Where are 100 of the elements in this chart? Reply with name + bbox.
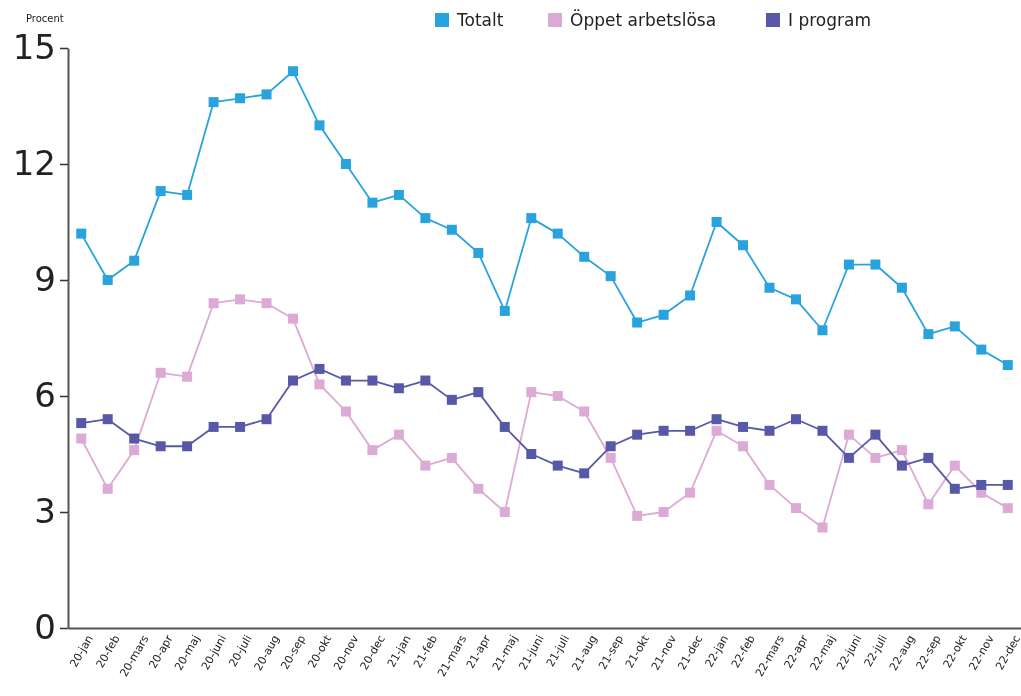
y-tick-label: 12 (12, 143, 56, 184)
point (526, 213, 537, 224)
point (605, 441, 616, 452)
point (923, 329, 934, 340)
point (738, 421, 749, 432)
point (843, 259, 854, 270)
point (923, 499, 934, 510)
point (605, 271, 616, 282)
point (658, 507, 669, 517)
legend-label: Öppet arbetslösa (570, 8, 717, 30)
point (923, 452, 934, 463)
point (420, 375, 431, 386)
point (473, 247, 484, 258)
point (473, 387, 484, 398)
point (949, 483, 960, 494)
point (129, 445, 140, 456)
point (817, 425, 828, 436)
point (473, 483, 484, 494)
point (1002, 479, 1013, 490)
point (182, 441, 193, 452)
point (764, 479, 775, 490)
point (340, 159, 351, 169)
point (288, 313, 299, 324)
point (340, 406, 351, 417)
y-tick-label: 15 (12, 27, 56, 68)
point (790, 503, 801, 514)
point (738, 240, 749, 251)
point (155, 441, 166, 452)
point (843, 429, 854, 440)
point (790, 294, 801, 305)
point (658, 309, 669, 320)
point (658, 425, 669, 436)
point (261, 414, 272, 425)
point (1002, 360, 1013, 371)
point (738, 441, 749, 452)
point (552, 391, 563, 401)
point (393, 383, 404, 394)
point (182, 189, 193, 200)
point (208, 97, 219, 108)
point (340, 375, 351, 386)
point (499, 305, 510, 316)
point (579, 251, 590, 262)
point (526, 449, 537, 459)
point (499, 507, 510, 517)
point (711, 217, 722, 227)
point (632, 510, 643, 521)
point (685, 425, 696, 436)
point (685, 290, 696, 301)
point (129, 255, 140, 266)
point (949, 321, 960, 332)
point (764, 425, 775, 436)
y-tick-label: 0 (34, 607, 56, 648)
point (499, 421, 510, 432)
point (579, 468, 590, 479)
point (1002, 503, 1013, 514)
point (552, 228, 563, 239)
point (129, 433, 140, 444)
y-tick-label: 3 (34, 491, 56, 532)
legend-label: Totalt (456, 9, 504, 30)
point (155, 367, 166, 378)
point (367, 197, 378, 208)
point (446, 452, 457, 463)
point (235, 93, 246, 104)
point (235, 421, 246, 432)
point (605, 452, 616, 463)
point (261, 298, 272, 309)
point (711, 414, 722, 425)
point (896, 460, 907, 471)
point (446, 224, 457, 235)
point (76, 433, 87, 444)
point (314, 379, 325, 390)
point (446, 394, 457, 405)
point (393, 189, 404, 200)
point (632, 429, 643, 440)
point (870, 259, 881, 270)
point (76, 228, 87, 239)
point (208, 298, 219, 309)
point (711, 425, 722, 436)
point (314, 120, 325, 131)
point (261, 89, 272, 100)
point (896, 445, 907, 456)
point (896, 282, 907, 293)
point (790, 414, 801, 425)
point (393, 429, 404, 440)
point (314, 363, 325, 374)
point (155, 186, 166, 197)
point (685, 487, 696, 498)
y-tick-label: 9 (34, 259, 56, 300)
point (208, 421, 219, 432)
point (764, 282, 775, 293)
point (579, 406, 590, 417)
point (949, 460, 960, 471)
point (367, 445, 378, 456)
point (976, 344, 987, 355)
point (102, 414, 113, 425)
point (288, 66, 299, 77)
point (102, 483, 113, 494)
point (288, 375, 299, 386)
point (420, 460, 431, 471)
y-tick-label: 6 (34, 375, 56, 416)
